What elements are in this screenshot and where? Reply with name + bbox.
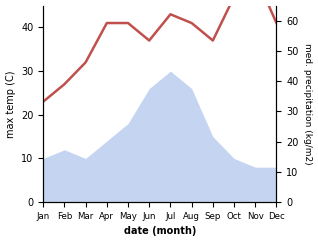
Y-axis label: max temp (C): max temp (C) [5, 70, 16, 138]
X-axis label: date (month): date (month) [124, 227, 196, 236]
Y-axis label: med. precipitation (kg/m2): med. precipitation (kg/m2) [303, 43, 313, 165]
